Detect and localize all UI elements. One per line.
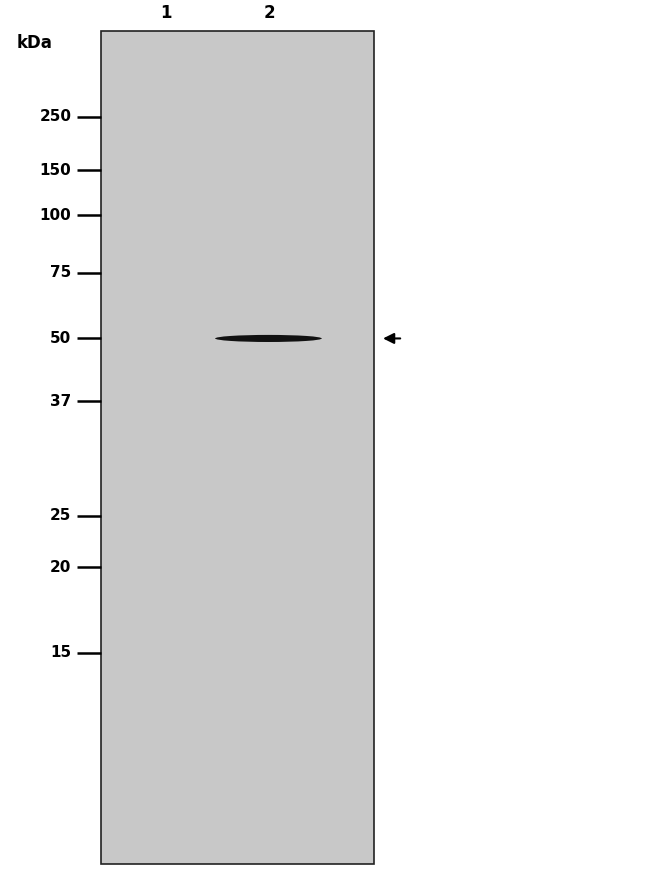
Text: 150: 150	[40, 163, 72, 177]
Ellipse shape	[215, 335, 322, 342]
Text: 37: 37	[50, 394, 72, 408]
Text: 1: 1	[160, 4, 172, 22]
Text: 15: 15	[50, 646, 72, 660]
Bar	[101, 31, 374, 864]
Text: 100: 100	[40, 208, 72, 222]
Text: 2: 2	[264, 4, 276, 22]
Text: kDa: kDa	[16, 34, 52, 51]
Text: 250: 250	[40, 110, 72, 124]
Text: 25: 25	[50, 509, 72, 523]
Text: 20: 20	[50, 560, 72, 574]
Text: 50: 50	[50, 331, 72, 346]
Text: 75: 75	[50, 266, 72, 280]
